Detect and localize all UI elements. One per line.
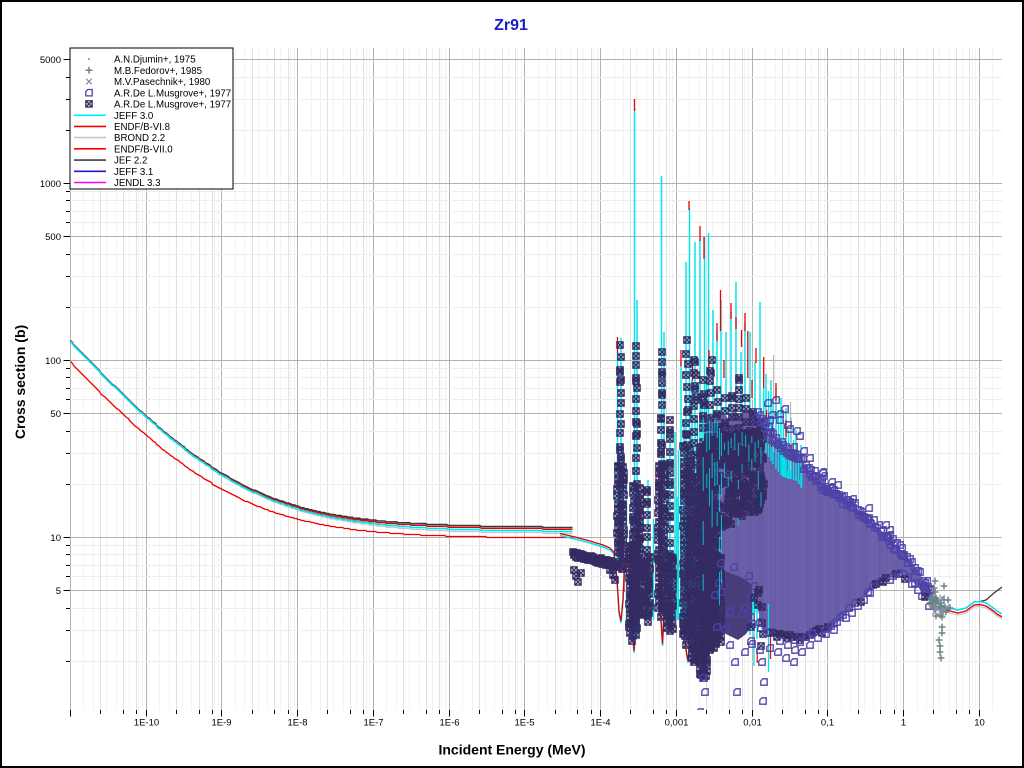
svg-text:JENDL 3.3: JENDL 3.3 (114, 178, 160, 189)
svg-text:0,01: 0,01 (743, 718, 762, 729)
svg-text:JEF 2.2: JEF 2.2 (114, 156, 147, 167)
svg-text:Zr91: Zr91 (494, 17, 528, 34)
svg-text:JEFF 3.1: JEFF 3.1 (114, 167, 153, 178)
svg-text:1E-4: 1E-4 (590, 718, 610, 729)
svg-text:5000: 5000 (40, 55, 61, 66)
svg-text:A.N.Djumin+, 1975: A.N.Djumin+, 1975 (114, 55, 196, 66)
svg-text:50: 50 (50, 409, 61, 420)
svg-text:1E-7: 1E-7 (363, 718, 383, 729)
svg-text:1E-8: 1E-8 (287, 718, 307, 729)
svg-text:1E-5: 1E-5 (514, 718, 534, 729)
svg-text:BROND 2.2: BROND 2.2 (114, 133, 165, 144)
svg-text:M.B.Fedorov+, 1985: M.B.Fedorov+, 1985 (114, 66, 202, 77)
svg-text:10: 10 (974, 718, 985, 729)
svg-text:Incident Energy (MeV): Incident Energy (MeV) (438, 742, 585, 758)
svg-text:ENDF/B-VI.8: ENDF/B-VI.8 (114, 122, 170, 133)
svg-text:1E-9: 1E-9 (211, 718, 231, 729)
svg-text:1E-10: 1E-10 (134, 718, 159, 729)
svg-text:ENDF/B-VII.0: ENDF/B-VII.0 (114, 144, 173, 155)
svg-text:A.R.De L.Musgrove+, 1977: A.R.De L.Musgrove+, 1977 (114, 100, 231, 111)
svg-text:A.R.De L.Musgrove+, 1977: A.R.De L.Musgrove+, 1977 (114, 88, 231, 99)
svg-text:1000: 1000 (40, 179, 61, 190)
svg-text:Cross section (b): Cross section (b) (12, 325, 28, 439)
svg-text:0,1: 0,1 (821, 718, 834, 729)
svg-text:M.V.Pasechnik+, 1980: M.V.Pasechnik+, 1980 (114, 77, 211, 88)
svg-text:1: 1 (901, 718, 906, 729)
svg-text:1E-6: 1E-6 (439, 718, 459, 729)
svg-text:0,001: 0,001 (665, 718, 689, 729)
svg-text:JEFF 3.0: JEFF 3.0 (114, 111, 154, 122)
svg-text:500: 500 (45, 232, 61, 243)
svg-text:100: 100 (45, 356, 61, 367)
svg-text:10: 10 (50, 533, 61, 544)
svg-text:5: 5 (56, 586, 61, 597)
